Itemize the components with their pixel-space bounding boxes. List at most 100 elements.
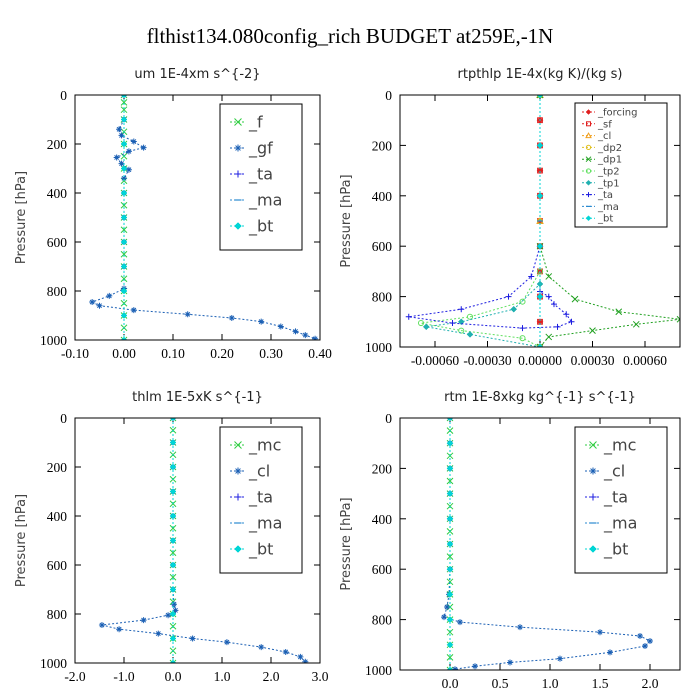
- data-point: [676, 315, 680, 323]
- data-point: [169, 659, 177, 663]
- data-point: [277, 323, 284, 330]
- data-point: [169, 463, 177, 471]
- data-point: [446, 666, 454, 670]
- legend-label: _bt: [248, 540, 273, 560]
- data-point: [302, 658, 309, 663]
- data-point: [446, 540, 454, 548]
- series-bt: [169, 418, 177, 663]
- data-point: [446, 477, 454, 485]
- data-point: [120, 165, 128, 172]
- data-point: [551, 301, 557, 308]
- data-point: [258, 644, 265, 651]
- legend-label: _mc: [603, 436, 636, 456]
- data-point: [458, 306, 465, 313]
- legend-item-f: _f: [230, 113, 263, 133]
- data-point: [165, 612, 172, 619]
- legend-item-ma: _ma: [230, 514, 282, 534]
- y-tick-label: 800: [47, 284, 68, 299]
- x-tick-label: -0.10: [61, 346, 89, 361]
- legend-label: _dp1: [597, 155, 622, 166]
- legend-swatch-marker: [589, 467, 597, 475]
- data-point: [519, 325, 526, 332]
- data-point: [140, 144, 147, 151]
- legend: _f _gf _ta _ma _bt: [219, 103, 303, 251]
- data-point: [120, 336, 128, 340]
- chart-panel-4: rtm 1E-8xkg kg^{-1} s^{-1} Pressure [hPa]…: [339, 390, 681, 691]
- series-group: [98, 418, 309, 663]
- y-tick-label: 1000: [365, 340, 392, 355]
- legend-swatch-marker: [585, 179, 592, 186]
- legend-label: _cl: [603, 462, 625, 482]
- series-line-dp1: [539, 95, 680, 347]
- legend-item-bt: _bt: [585, 540, 628, 560]
- data-point: [120, 263, 128, 270]
- y-tick-label: 0: [60, 88, 67, 103]
- data-point: [169, 524, 177, 532]
- data-point: [120, 106, 128, 114]
- data-point: [446, 439, 454, 447]
- data-point: [507, 659, 513, 666]
- data-point: [536, 242, 544, 250]
- x-tick-label: -1.0: [113, 669, 135, 684]
- data-point: [405, 313, 412, 320]
- data-point: [169, 439, 177, 446]
- data-point: [258, 318, 265, 325]
- y-tick-label: 1000: [40, 333, 67, 348]
- legend-label: _ta: [603, 488, 628, 508]
- data-point: [446, 418, 454, 422]
- data-point: [120, 250, 128, 258]
- data-point: [536, 293, 544, 300]
- x-tick-label: 0.20: [210, 346, 234, 361]
- data-point: [169, 549, 177, 557]
- data-point: [172, 607, 179, 614]
- legend-label: _dp2: [597, 143, 622, 154]
- data-point: [169, 659, 177, 663]
- data-point: [120, 238, 128, 246]
- data-point: [169, 586, 177, 593]
- y-tick-label: 800: [47, 607, 68, 622]
- data-point: [120, 287, 128, 295]
- y-tick-label: 200: [47, 460, 68, 475]
- data-point: [536, 95, 544, 99]
- series-line-tp1: [426, 95, 541, 347]
- series-group: [89, 95, 319, 340]
- data-point: [545, 293, 552, 300]
- data-point: [120, 275, 128, 283]
- data-point: [297, 653, 304, 660]
- legend-label: _ma: [603, 514, 637, 534]
- data-point: [120, 214, 128, 221]
- legend-swatch-marker: [234, 144, 242, 152]
- legend-label: _forcing: [597, 108, 638, 119]
- legend-item-ta: _ta: [582, 190, 613, 201]
- y-tick-label: 0: [385, 88, 392, 103]
- chart-panel-2: rtpthlp 1E-4x(kg K)/(kg s) Pressure [hPa]…: [339, 67, 681, 368]
- y-tick-label: 800: [372, 613, 393, 628]
- x-tick-label: 3.0: [312, 669, 329, 684]
- data-point: [446, 490, 454, 497]
- y-tick-label: 600: [47, 558, 68, 573]
- series-bt: [120, 95, 128, 340]
- data-point: [519, 298, 526, 305]
- y-tick-label: 400: [47, 186, 68, 201]
- data-point: [169, 418, 177, 422]
- y-tick-label: 200: [47, 137, 68, 152]
- legend-box: [219, 426, 303, 574]
- legend-swatch-marker: [586, 121, 591, 127]
- data-point: [458, 327, 465, 334]
- legend-swatch-marker: [234, 493, 242, 501]
- x-tick-label: -0.00030: [463, 353, 512, 368]
- legend-item-ta: _ta: [230, 488, 273, 508]
- data-point: [155, 630, 162, 637]
- legend-swatch-marker: [234, 441, 242, 449]
- y-tick-label: 1000: [40, 656, 67, 671]
- data-point: [169, 537, 177, 544]
- x-tick-label: 1.5: [592, 676, 609, 691]
- legend-item-gf: _gf: [230, 139, 273, 159]
- y-axis-label: Pressure [hPa]: [14, 494, 29, 587]
- data-point: [457, 318, 465, 326]
- data-point: [554, 323, 561, 330]
- data-point: [505, 293, 512, 300]
- data-point: [96, 302, 103, 309]
- legend-label: _ma: [248, 514, 282, 534]
